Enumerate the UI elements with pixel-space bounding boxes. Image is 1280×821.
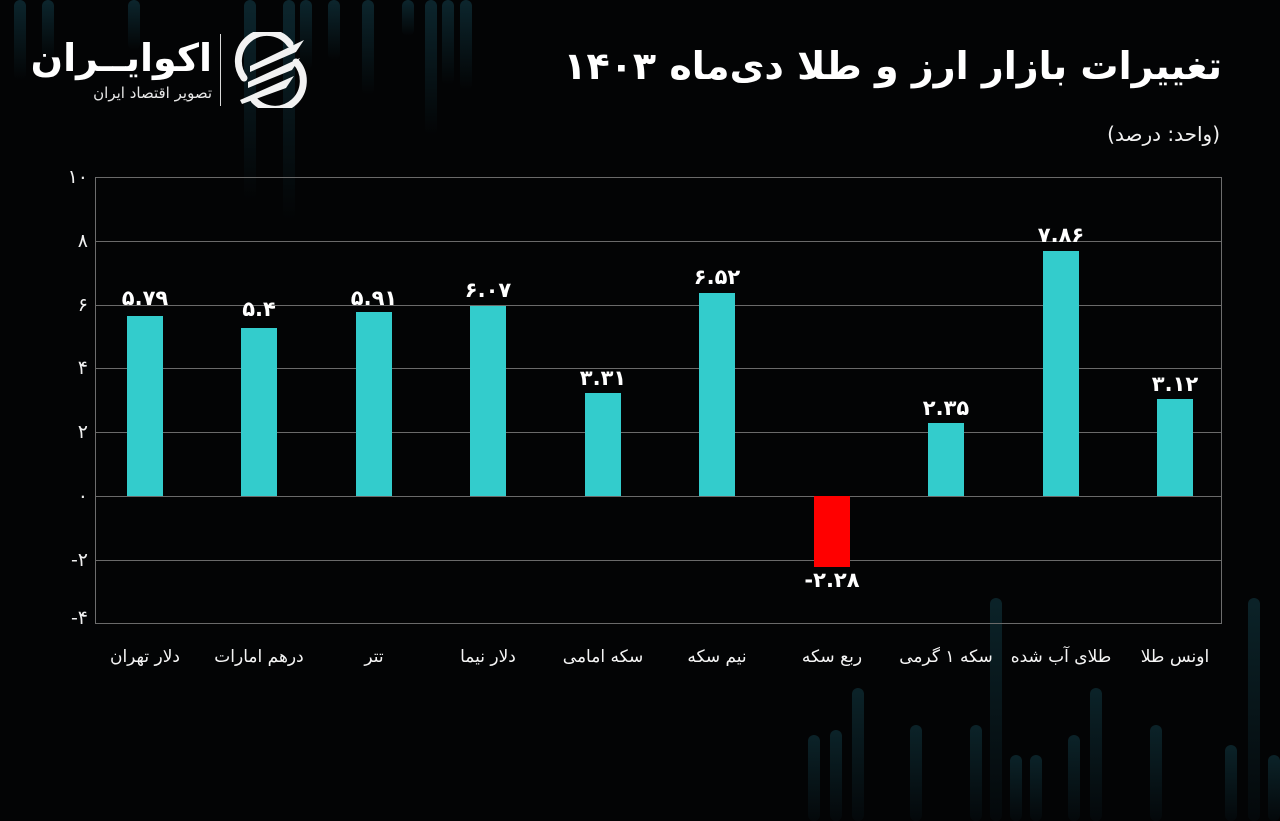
value-label: ۵.۹۱ (350, 286, 398, 310)
bar (1043, 251, 1079, 496)
value-label: ۶.۰۷ (464, 278, 512, 302)
value-label: ۲.۳۵ (922, 396, 970, 420)
brand-logo: اکوایــران تصویر اقتصاد ایران (31, 30, 320, 110)
bar (127, 316, 163, 496)
y-tick: -۲ (70, 549, 88, 571)
value-label: ۵.۴ (242, 297, 276, 321)
y-tick: ۸ (77, 230, 88, 252)
value-label: -۲.۲۸ (804, 568, 860, 592)
gridline (96, 241, 1221, 242)
y-tick: ۱۰ (67, 166, 88, 188)
value-label: ۳.۳۱ (579, 366, 627, 390)
gridline (96, 560, 1221, 561)
value-label: ۵.۷۹ (121, 286, 169, 310)
category-label: تتر (364, 647, 384, 667)
bar (241, 328, 277, 496)
logo-divider (220, 34, 221, 106)
plot-area (95, 177, 1222, 624)
gridline (96, 623, 1221, 624)
value-label: ۶.۵۲ (693, 265, 741, 289)
category-label: طلای آب شده (1010, 647, 1112, 667)
category-label: سکه امامی (562, 647, 644, 667)
category-label: ربع سکه (801, 647, 863, 667)
category-label: دلار نیما (460, 647, 516, 667)
gridline (96, 177, 1221, 178)
bar (699, 293, 735, 496)
value-label: ۳.۱۲ (1151, 372, 1199, 396)
category-label: دلار تهران (109, 647, 181, 667)
category-label: اونس طلا (1140, 647, 1210, 667)
y-tick: ۴ (77, 357, 88, 379)
chart-title: تغییرات بازار ارز و طلا دی‌ماه ۱۴۰۳ (563, 44, 1222, 88)
unit-label: (واحد: درصد) (1107, 122, 1220, 146)
gridline (96, 496, 1221, 497)
category-label: سکه ۱ گرمی (899, 647, 993, 667)
bar (1157, 399, 1193, 496)
ecoiran-logo-icon (234, 32, 307, 108)
gridline (96, 368, 1221, 369)
brand-name: اکوایــران (30, 36, 212, 80)
bar (470, 306, 506, 496)
value-label: ۷.۸۶ (1037, 223, 1085, 247)
bar (585, 393, 621, 496)
brand-tagline: تصویر اقتصاد ایران (93, 84, 212, 102)
y-tick: ۰ (77, 485, 88, 507)
y-tick: ۲ (77, 421, 88, 443)
bar (928, 423, 964, 496)
category-label: درهم امارات (214, 647, 304, 667)
bar-negative (814, 496, 850, 567)
y-tick: ۶ (77, 294, 88, 316)
gridline (96, 432, 1221, 433)
gridline (96, 305, 1221, 306)
bar (356, 312, 392, 496)
category-label: نیم سکه (687, 647, 747, 667)
y-tick: -۴ (70, 607, 88, 629)
